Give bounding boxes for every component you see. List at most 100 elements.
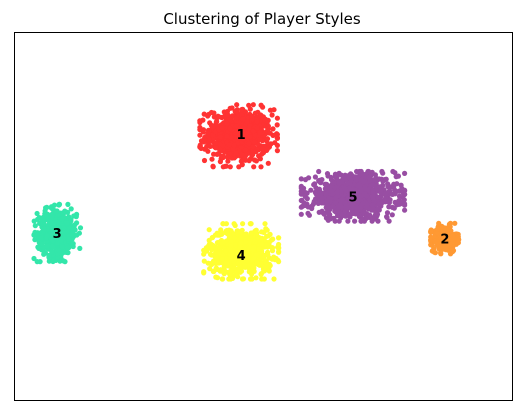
scatter-point [265, 123, 271, 129]
scatter-point [256, 246, 262, 252]
scatter-point [68, 206, 74, 212]
scatter-point [386, 218, 392, 224]
scatter-point [219, 230, 225, 236]
scatter-point [342, 213, 348, 219]
scatter-point [251, 164, 257, 170]
scatter-point [269, 256, 275, 262]
scatter-point [260, 104, 266, 110]
scatter-point [379, 200, 385, 206]
scatter-point [237, 244, 243, 251]
scatter-point [254, 119, 260, 125]
scatter-point [205, 130, 211, 136]
scatter-point [59, 216, 65, 222]
scatter-point [209, 156, 215, 162]
scatter-point [355, 182, 361, 188]
scatter-point [49, 249, 55, 255]
scatter-point [235, 229, 241, 235]
scatter-point [213, 119, 219, 125]
scatter-point [267, 231, 273, 237]
scatter-point [243, 231, 249, 237]
scatter-point [268, 141, 274, 147]
scatter-point [250, 128, 256, 134]
scatter-point [205, 113, 211, 119]
scatter-point [257, 137, 263, 143]
scatter-point [431, 246, 437, 252]
scatter-point [370, 206, 376, 212]
scatter-point [51, 202, 58, 208]
scatter-point [246, 158, 252, 164]
scatter-point [270, 236, 276, 242]
scatter-point [216, 249, 222, 256]
scatter-point [46, 252, 52, 258]
scatter-point [339, 172, 345, 178]
scatter-point [58, 238, 64, 244]
scatter-point [226, 260, 232, 267]
scatter-point [380, 178, 386, 184]
cluster-label-1: 1 [237, 128, 246, 143]
cluster-2-points [428, 220, 462, 257]
scatter-point [366, 168, 372, 175]
scatter-point [446, 229, 452, 235]
scatter-point [302, 193, 308, 199]
scatter-point [227, 234, 233, 240]
scatter-point [34, 232, 40, 238]
scatter-point [343, 187, 349, 194]
scatter-point [244, 118, 250, 125]
scatter-point [332, 218, 338, 224]
scatter-point [270, 126, 276, 132]
scatter-point [208, 244, 214, 250]
scatter-point [239, 162, 245, 168]
scatter-point [246, 141, 252, 147]
scatter-point [227, 105, 233, 111]
scatter-point [201, 136, 208, 142]
scatter-point [244, 252, 250, 259]
scatter-point [39, 216, 45, 222]
scatter-point [215, 151, 221, 157]
scatter-point [276, 241, 282, 248]
scatter-point [364, 193, 370, 199]
cluster-labels: 1 2 3 4 5 [53, 128, 450, 264]
scatter-point [219, 125, 225, 131]
scatter-point [396, 201, 402, 207]
scatter-point [358, 186, 364, 192]
scatter-point [49, 225, 55, 231]
scatter-point [298, 183, 304, 189]
scatter-point [225, 154, 231, 160]
scatter-point [386, 204, 392, 210]
scatter-point [197, 132, 203, 138]
scatter-point [210, 132, 216, 138]
scatter-point [211, 268, 217, 275]
scatter-point [350, 200, 356, 206]
scatter-point [242, 262, 248, 269]
scatter-point [227, 164, 233, 170]
scatter-point [234, 249, 240, 255]
scatter-point [227, 268, 233, 274]
scatter-point [389, 212, 395, 218]
scatter-point [246, 244, 252, 250]
scatter-point [380, 170, 386, 176]
scatter-point [316, 168, 322, 175]
scatter-point [253, 158, 259, 164]
scatter-point [55, 212, 61, 218]
scatter-point [339, 196, 345, 203]
scatter-point [354, 174, 360, 181]
scatter-point [360, 178, 367, 185]
scatter-point [216, 260, 222, 266]
scatter-point [41, 251, 47, 257]
scatter-point [456, 237, 462, 243]
scatter-point [265, 252, 271, 258]
scatter-point [452, 220, 458, 226]
scatter-point [267, 130, 273, 136]
scatter-point [49, 243, 56, 249]
scatter-point [214, 230, 220, 236]
scatter-point [230, 146, 236, 152]
scatter-point [275, 257, 281, 263]
scatter-point [233, 123, 239, 129]
scatter-point [217, 141, 223, 147]
scatter-point [312, 174, 318, 180]
scatter-point [217, 159, 223, 165]
scatter-point [243, 239, 249, 245]
scatter-point [252, 139, 258, 145]
scatter-point [251, 244, 257, 250]
scatter-point [201, 258, 207, 264]
